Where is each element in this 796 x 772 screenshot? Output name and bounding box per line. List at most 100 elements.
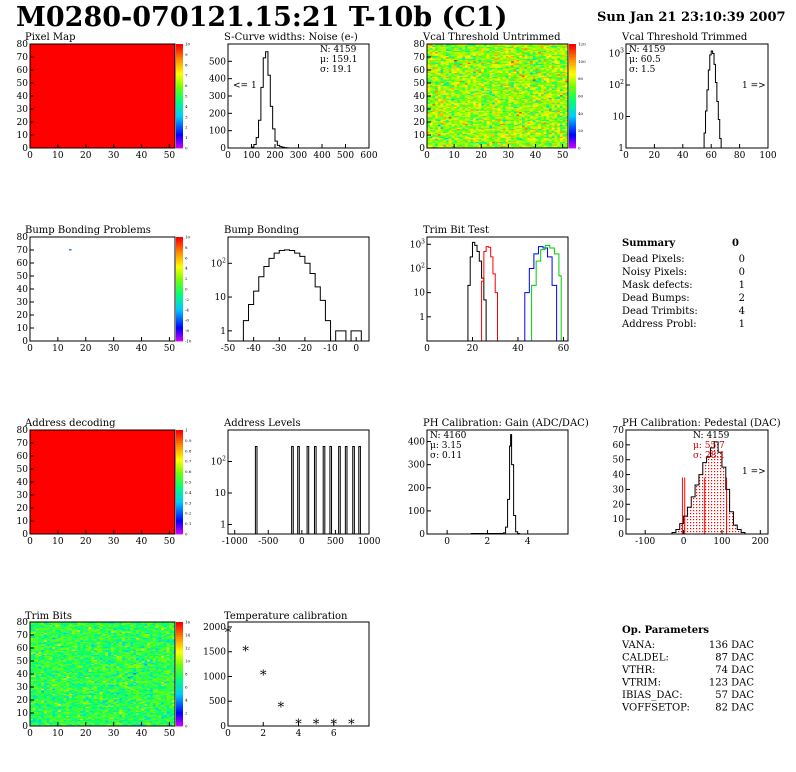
heatmap-cell [559, 109, 563, 111]
heatmap-cell [429, 129, 433, 132]
heatmap-cell [454, 70, 458, 72]
heatmap-cell [538, 122, 542, 124]
heatmap-cell [551, 71, 555, 73]
heatmap-cell [492, 51, 496, 54]
heatmap-cell [462, 76, 466, 79]
heatmap-cell [464, 57, 469, 59]
heatmap-cell [467, 57, 471, 59]
heatmap-cell [429, 49, 433, 51]
heatmap-cell [538, 137, 542, 140]
heatmap-cell [530, 83, 534, 85]
heatmap-cell [440, 86, 444, 89]
heatmap-cell [429, 88, 433, 90]
heatmap-cell [557, 136, 561, 138]
heatmap-cell [435, 120, 439, 123]
heatmap-cell [456, 86, 460, 89]
heatmap-cell [30, 720, 34, 723]
heatmap-cell [448, 128, 452, 131]
heatmap-cell [456, 112, 460, 115]
heatmap-cell [133, 720, 137, 723]
heatmap-cell [530, 77, 534, 80]
heatmap-cell [494, 77, 498, 80]
heatmap-cell [497, 58, 501, 60]
palette-band [569, 141, 576, 145]
heatmap-cell [546, 72, 550, 75]
heatmap-cell [559, 73, 563, 76]
heatmap-cell [30, 719, 34, 722]
heatmap-cell [448, 116, 452, 119]
heatmap-cell [497, 63, 501, 66]
heatmap-cell [549, 73, 553, 76]
heatmap-cell [448, 123, 452, 125]
heatmap-cell [147, 720, 151, 723]
heatmap-cell [497, 68, 501, 71]
heatmap-cell [456, 58, 460, 60]
heatmap-cell [532, 81, 536, 84]
heatmap-cell [432, 44, 436, 46]
heatmap-cell [483, 70, 488, 72]
heatmap-cell [489, 44, 493, 46]
heatmap-cell [492, 60, 496, 63]
heatmap-cell [486, 98, 490, 101]
heatmap-cell [489, 135, 493, 137]
heatmap-cell [467, 102, 471, 105]
heatmap-cell [557, 97, 561, 99]
heatmap-cell [535, 83, 539, 85]
heatmap-cell [486, 81, 490, 84]
heatmap-cell [513, 62, 517, 64]
heatmap-cell [559, 47, 563, 50]
heatmap-cell [532, 116, 536, 119]
heatmap-cell [538, 76, 542, 79]
heatmap-cell [483, 123, 488, 125]
heatmap-cell [427, 129, 431, 132]
heatmap-cell [521, 89, 526, 92]
heatmap-cell [464, 90, 469, 93]
heatmap-cell [467, 132, 471, 135]
heatmap-cell [456, 85, 460, 88]
heatmap-cell [500, 89, 504, 92]
heatmap-cell [473, 99, 477, 102]
heatmap-cell [451, 51, 455, 54]
heatmap-cell [527, 145, 531, 148]
heatmap-cell [500, 75, 504, 77]
heatmap-cell [440, 99, 444, 102]
heatmap-cell [483, 107, 488, 110]
heatmap-cell [524, 54, 528, 57]
heatmap-cell [508, 96, 512, 98]
heatmap-cell [516, 98, 520, 101]
heatmap-cell [489, 125, 493, 128]
heatmap-cell [451, 76, 455, 79]
heatmap-cell [445, 142, 450, 145]
heatmap-cell [119, 722, 123, 724]
heatmap-cell [435, 133, 439, 136]
heatmap-cell [543, 110, 547, 112]
heatmap-cell [427, 62, 431, 64]
heatmap-cell [456, 89, 460, 92]
heatmap-cell [500, 92, 504, 94]
heatmap-cell [508, 137, 512, 140]
heatmap-cell [494, 58, 498, 60]
heatmap-cell [505, 97, 509, 99]
heatmap-cell [486, 132, 490, 135]
heatmap-cell [508, 53, 512, 55]
heatmap-cell [513, 60, 517, 63]
heatmap-cell [540, 105, 544, 107]
heatmap-cell [462, 77, 466, 80]
heatmap-cell [508, 75, 512, 77]
heatmap-cell [486, 122, 490, 124]
heatmap-cell [475, 55, 479, 58]
heatmap-cell [445, 103, 450, 106]
heatmap-cell [530, 118, 534, 120]
palette-band [176, 438, 183, 441]
heatmap-cell [435, 103, 439, 106]
heatmap-cell [462, 103, 466, 106]
heatmap-cell [551, 76, 555, 79]
heatmap-cell [437, 98, 441, 101]
heatmap-cell [521, 58, 526, 60]
heatmap-cell [122, 723, 126, 726]
heatmap-cell [429, 120, 433, 123]
heatmap-cell [538, 142, 542, 145]
heatmap-cell [500, 88, 504, 90]
heatmap-cell [429, 75, 433, 77]
heatmap-cell [551, 102, 555, 105]
